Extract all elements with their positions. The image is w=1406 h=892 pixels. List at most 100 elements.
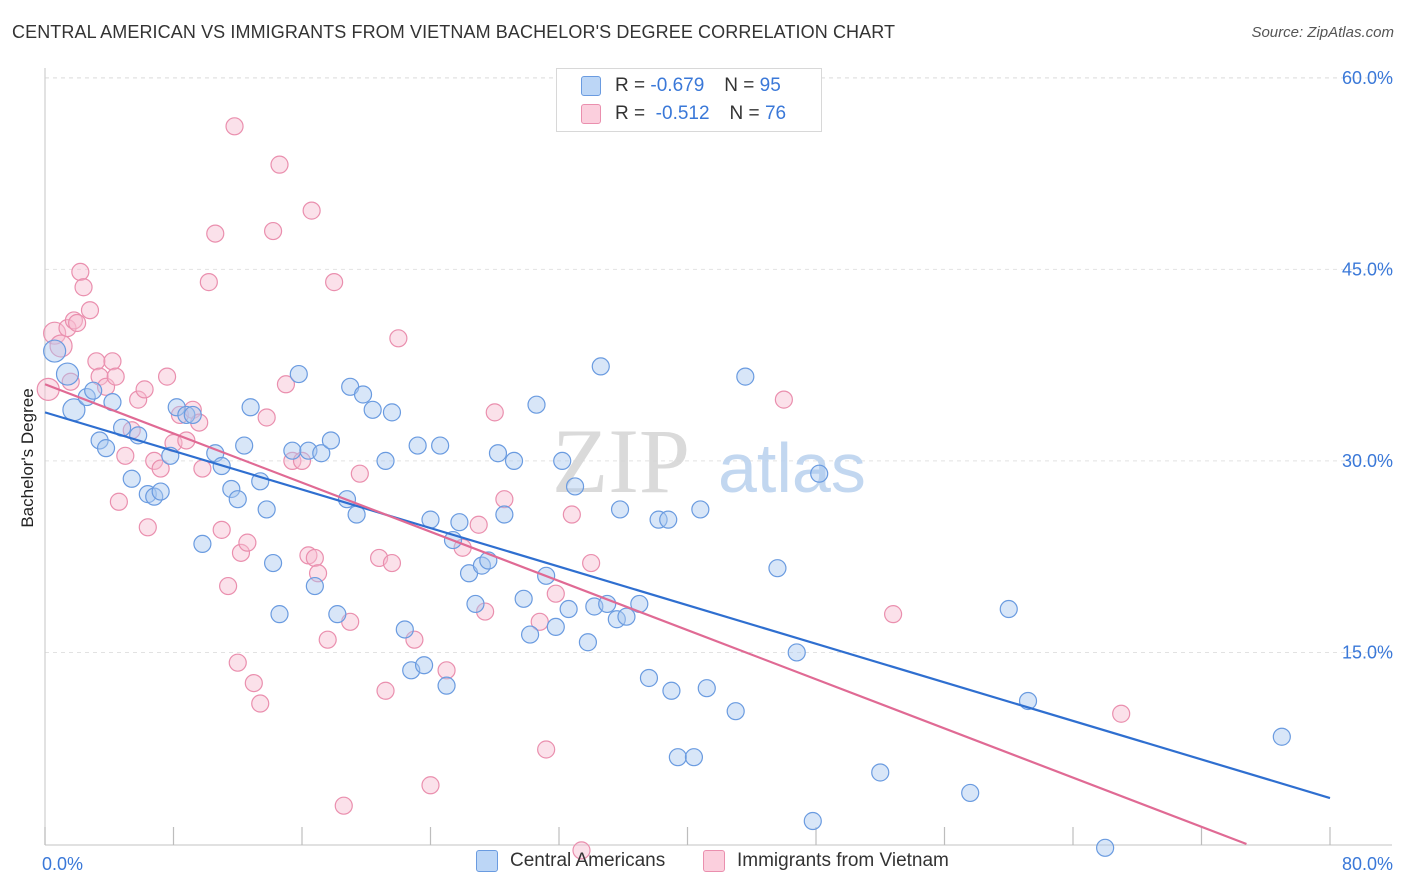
- point-immigrants-from-vietnam: [68, 313, 87, 333]
- point-central-americans: [193, 534, 212, 554]
- point-central-americans: [565, 477, 585, 496]
- point-central-americans: [871, 763, 890, 782]
- point-immigrants-from-vietnam: [562, 505, 581, 524]
- series-legend: Central Americans Immigrants from Vietna…: [0, 850, 1406, 880]
- point-immigrants-from-vietnam: [138, 518, 157, 537]
- point-central-americans: [504, 451, 524, 470]
- point-immigrants-from-vietnam: [135, 380, 154, 399]
- point-central-americans: [228, 490, 247, 509]
- legend-swatch-pink: [703, 850, 725, 872]
- point-central-americans: [488, 444, 508, 463]
- point-central-americans: [395, 620, 414, 639]
- legend-n-value: 95: [759, 75, 781, 96]
- point-central-americans: [122, 469, 141, 488]
- point-immigrants-from-vietnam: [212, 520, 231, 539]
- point-central-americans: [363, 400, 382, 419]
- y-axis-label: Bachelor's Degree: [18, 388, 37, 527]
- point-immigrants-from-vietnam: [43, 321, 67, 345]
- legend-row-central-americans: R = -0.679 N = 95: [581, 73, 781, 99]
- point-central-americans: [408, 436, 427, 455]
- point-central-americans: [251, 472, 270, 491]
- series-immigrants-from-vietnam: [36, 117, 1131, 860]
- point-immigrants-from-vietnam: [116, 446, 135, 465]
- watermark: ZIP atlas: [552, 410, 866, 512]
- point-central-americans: [578, 633, 598, 652]
- point-immigrants-from-vietnam: [257, 408, 276, 427]
- grid-lines: [45, 77, 1392, 653]
- point-central-americans: [559, 599, 578, 619]
- point-central-americans: [353, 385, 373, 404]
- point-immigrants-from-vietnam: [476, 602, 495, 621]
- point-central-americans: [662, 681, 681, 700]
- point-immigrants-from-vietnam: [325, 273, 344, 292]
- legend-item-immigrants-from-vietnam: Immigrants from Vietnam: [703, 850, 949, 872]
- point-central-americans: [257, 500, 276, 519]
- legend-swatch-pink: [581, 104, 601, 124]
- point-immigrants-from-vietnam: [219, 576, 238, 596]
- point-central-americans: [591, 357, 610, 376]
- point-immigrants-from-vietnam: [283, 451, 302, 470]
- point-immigrants-from-vietnam: [421, 776, 440, 795]
- point-central-americans: [668, 748, 687, 767]
- point-central-americans: [450, 513, 469, 532]
- point-central-americans: [414, 656, 434, 675]
- point-immigrants-from-vietnam: [546, 584, 565, 603]
- point-central-americans: [659, 510, 678, 529]
- y-tick-label: 45.0%: [1342, 259, 1393, 279]
- point-central-americans: [553, 451, 572, 470]
- point-immigrants-from-vietnam: [305, 548, 324, 568]
- point-immigrants-from-vietnam: [238, 533, 257, 552]
- point-central-americans: [283, 441, 302, 460]
- legend-r-label: R =: [615, 75, 646, 96]
- correlation-legend: R = -0.679 N = 95 R = -0.512 N = 76: [556, 68, 822, 132]
- point-central-americans: [167, 398, 186, 417]
- point-central-americans: [270, 605, 289, 624]
- point-immigrants-from-vietnam: [883, 605, 903, 624]
- point-central-americans: [1096, 838, 1115, 857]
- point-central-americans: [305, 576, 324, 596]
- point-immigrants-from-vietnam: [151, 459, 170, 478]
- point-immigrants-from-vietnam: [103, 352, 122, 371]
- point-central-americans: [177, 405, 196, 425]
- point-central-americans: [466, 594, 485, 614]
- point-immigrants-from-vietnam: [109, 492, 128, 511]
- point-immigrants-from-vietnam: [157, 367, 177, 386]
- point-central-americans: [263, 553, 283, 573]
- point-central-americans: [382, 403, 402, 422]
- watermark-atlas: atlas: [718, 429, 866, 507]
- legend-n-label: N =: [729, 103, 760, 124]
- point-immigrants-from-vietnam: [437, 661, 456, 680]
- point-immigrants-from-vietnam: [572, 841, 591, 860]
- point-central-americans: [43, 339, 67, 363]
- point-immigrants-from-vietnam: [276, 375, 296, 394]
- point-central-americans: [617, 607, 636, 626]
- point-central-americans: [768, 559, 787, 578]
- y-tick-label: 30.0%: [1342, 451, 1393, 471]
- point-immigrants-from-vietnam: [263, 221, 283, 241]
- source-label: Source: ZipAtlas.com: [1251, 24, 1394, 41]
- point-central-americans: [610, 500, 630, 519]
- point-immigrants-from-vietnam: [206, 224, 225, 243]
- trend-line-central-americans: [44, 411, 1331, 800]
- point-immigrants-from-vietnam: [530, 612, 549, 631]
- y-tick-label: 15.0%: [1342, 642, 1393, 662]
- point-central-americans: [810, 464, 829, 483]
- point-immigrants-from-vietnam: [71, 262, 90, 282]
- tick-labels: 15.0% 30.0% 45.0% 60.0% 0.0% 80.0%: [42, 68, 1393, 874]
- point-immigrants-from-vietnam: [87, 352, 106, 371]
- point-immigrants-from-vietnam: [334, 796, 353, 815]
- point-immigrants-from-vietnam: [231, 543, 251, 562]
- point-immigrants-from-vietnam: [251, 694, 270, 713]
- point-central-americans: [437, 676, 456, 695]
- point-immigrants-from-vietnam: [74, 278, 93, 297]
- point-central-americans: [726, 702, 745, 721]
- point-central-americans: [736, 367, 755, 386]
- legend-r-label: R =: [615, 103, 646, 124]
- legend-label: Central Americans: [510, 850, 666, 871]
- point-central-americans: [691, 500, 710, 519]
- point-central-americans: [289, 364, 308, 384]
- point-immigrants-from-vietnam: [469, 515, 488, 534]
- point-central-americans: [803, 811, 822, 831]
- point-immigrants-from-vietnam: [106, 367, 125, 386]
